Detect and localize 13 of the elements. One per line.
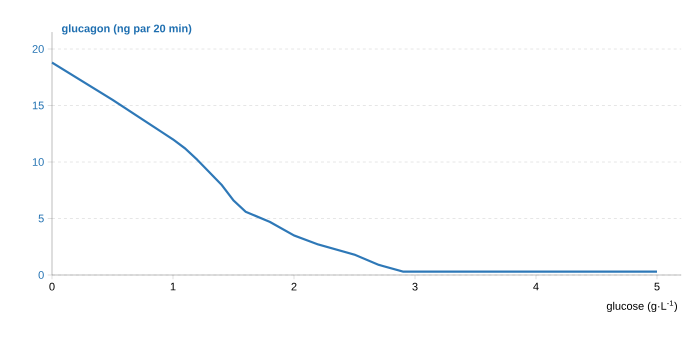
x-tick-label: 5	[654, 282, 660, 290]
x-tick-label: 4	[533, 282, 539, 290]
x-tick-label: 3	[412, 282, 418, 291]
x-tick-label: 0	[49, 282, 55, 291]
y-tick-label: 5	[38, 214, 44, 222]
y-tick-label: 15	[32, 102, 44, 110]
x-axis-title: glucose (g·L$^{-1}$)	[606, 300, 677, 312]
x-tick-label: 1	[170, 282, 176, 290]
y-tick-label: 0	[38, 271, 44, 279]
y-tick-label: 20	[32, 45, 44, 53]
y-axis-title: glucagon (ng par 20 min)	[62, 24, 192, 35]
y-tick-label: 10	[32, 158, 44, 166]
x-tick-label: 2	[292, 282, 296, 290]
